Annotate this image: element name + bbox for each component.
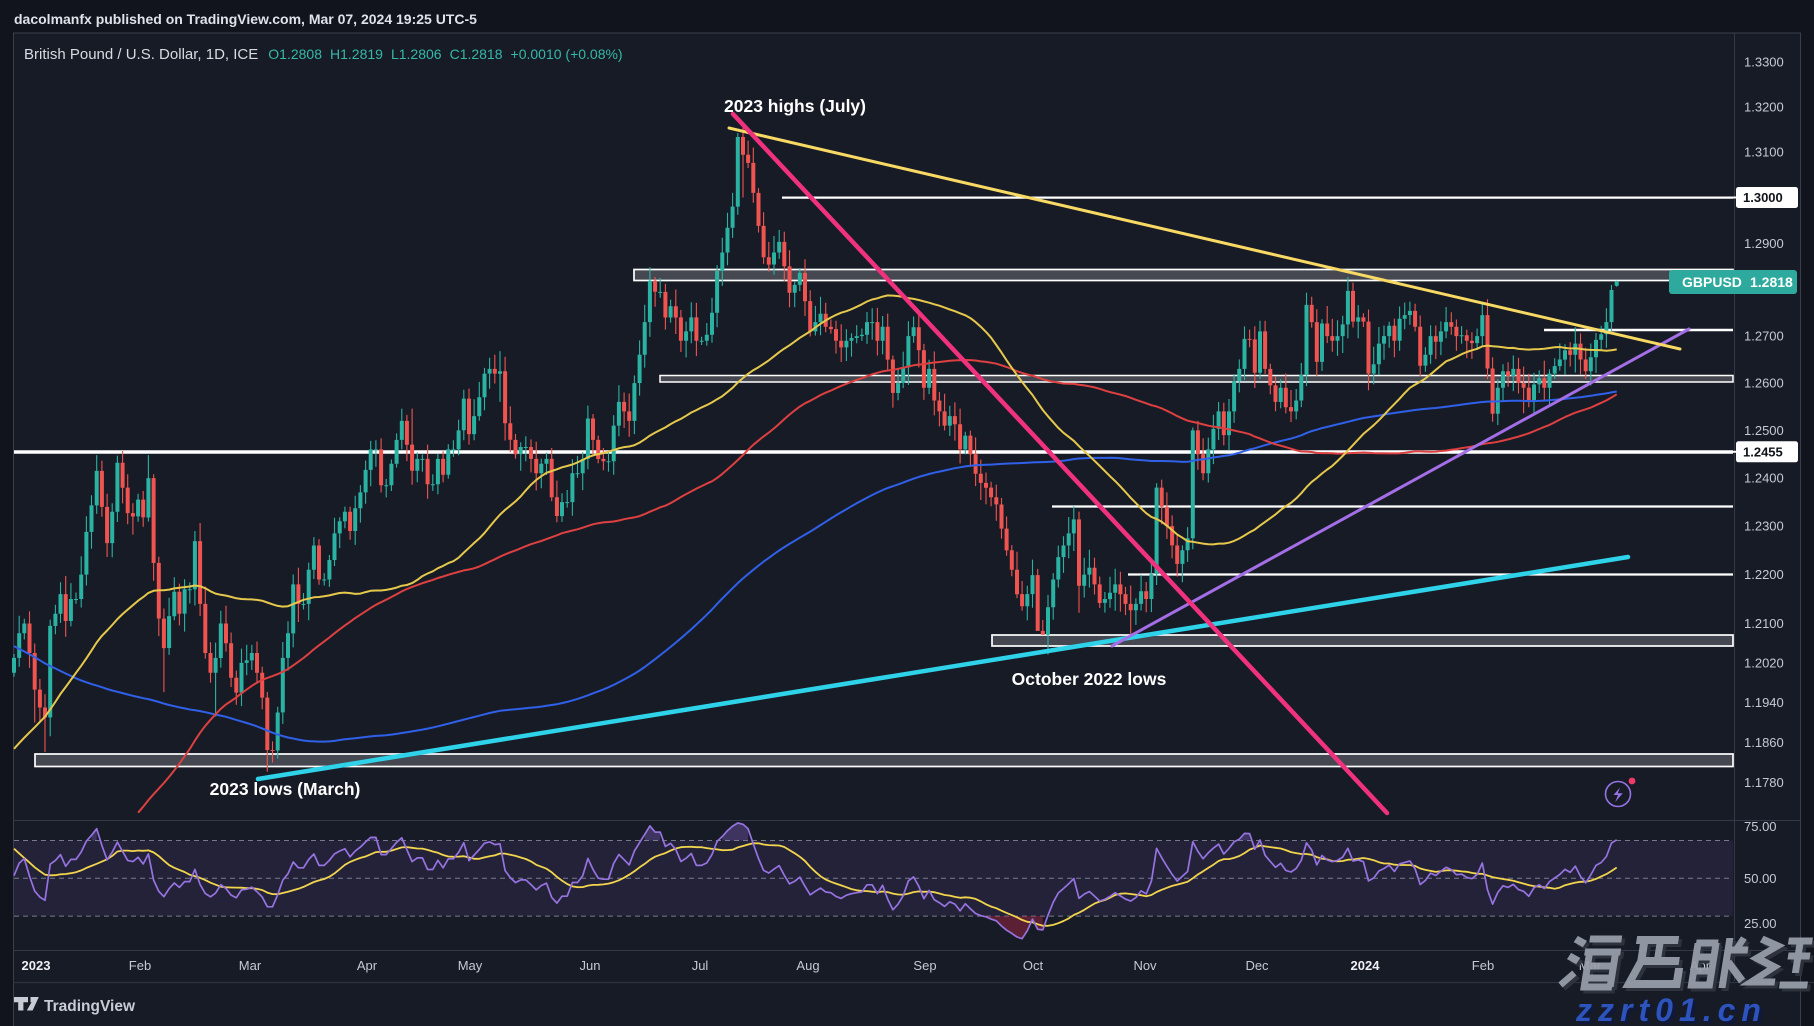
svg-text:May: May — [458, 958, 483, 973]
svg-text:1.1940: 1.1940 — [1744, 695, 1784, 710]
svg-text:1.2400: 1.2400 — [1744, 471, 1784, 486]
svg-text:1.3300: 1.3300 — [1744, 55, 1784, 70]
svg-text:2024: 2024 — [1351, 958, 1381, 973]
svg-text:dacolmanfx published on Tradin: dacolmanfx published on TradingView.com,… — [14, 11, 477, 27]
svg-text:1.2300: 1.2300 — [1744, 519, 1784, 534]
svg-text:25.00: 25.00 — [1744, 916, 1777, 931]
svg-text:Jun: Jun — [580, 958, 601, 973]
svg-text:1.2200: 1.2200 — [1744, 567, 1784, 582]
svg-text:Dec: Dec — [1245, 958, 1269, 973]
svg-text:2023: 2023 — [22, 958, 51, 973]
svg-text:Aug: Aug — [796, 958, 819, 973]
svg-text:Jul: Jul — [692, 958, 709, 973]
svg-text:October 2022 lows: October 2022 lows — [1012, 669, 1167, 689]
svg-text:GBPUSD: GBPUSD — [1682, 274, 1742, 290]
svg-text:Oct: Oct — [1023, 958, 1044, 973]
svg-text:1.2700: 1.2700 — [1744, 329, 1784, 344]
svg-text:Feb: Feb — [1472, 958, 1494, 973]
svg-text:Sep: Sep — [913, 958, 936, 973]
svg-text:1.2600: 1.2600 — [1744, 376, 1784, 391]
svg-text:1.2500: 1.2500 — [1744, 423, 1784, 438]
svg-text:Mar: Mar — [239, 958, 262, 973]
svg-text:2023 highs (July): 2023 highs (July) — [724, 96, 866, 116]
svg-text:50.00: 50.00 — [1744, 871, 1777, 886]
svg-text:2023 lows (March): 2023 lows (March) — [210, 779, 361, 799]
svg-text:Apr: Apr — [357, 958, 378, 973]
svg-text:1.2020: 1.2020 — [1744, 655, 1784, 670]
svg-text:zzrt01.cn: zzrt01.cn — [1575, 992, 1767, 1026]
svg-text:zzrt01.cn: zzrt01.cn — [1578, 995, 1770, 1026]
svg-text:1.2100: 1.2100 — [1744, 616, 1784, 631]
svg-text:Nov: Nov — [1133, 958, 1157, 973]
svg-text:1.2900: 1.2900 — [1744, 236, 1784, 251]
svg-text:1.3100: 1.3100 — [1744, 145, 1784, 160]
svg-text:Feb: Feb — [129, 958, 151, 973]
svg-text:1.2455: 1.2455 — [1743, 444, 1783, 459]
svg-text:1.3000: 1.3000 — [1743, 190, 1783, 205]
svg-text:1.2818: 1.2818 — [1750, 274, 1793, 290]
svg-text:TradingView: TradingView — [44, 998, 136, 1015]
svg-text:1.1860: 1.1860 — [1744, 735, 1784, 750]
svg-text:1.1780: 1.1780 — [1744, 775, 1784, 790]
svg-text:1.3200: 1.3200 — [1744, 99, 1784, 114]
svg-text:British Pound / U.S. Dollar, 1: British Pound / U.S. Dollar, 1D, ICE O1.2… — [24, 46, 623, 63]
svg-text:75.00: 75.00 — [1744, 819, 1777, 834]
